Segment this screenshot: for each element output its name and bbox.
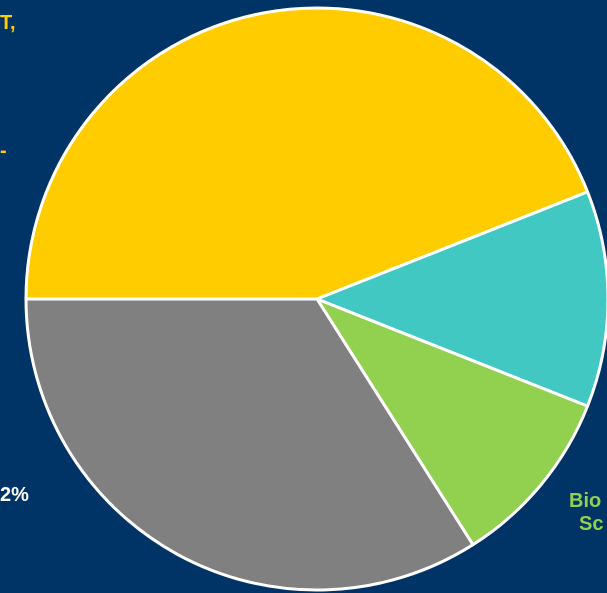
slice-label-fragment: Sc [579, 513, 604, 535]
pie-slice-4 [24, 297, 475, 592]
pie-slice-3 [315, 297, 590, 547]
slice-label-fragment: T, [0, 12, 16, 34]
slice-label-fragment: - [0, 140, 7, 162]
pie-slice-1 [24, 6, 590, 301]
pie-slice-2 [315, 190, 607, 408]
slice-label-fragment: 2% [0, 484, 29, 506]
pie-slices [24, 6, 607, 592]
slice-label-fragment: Bio [569, 490, 602, 512]
